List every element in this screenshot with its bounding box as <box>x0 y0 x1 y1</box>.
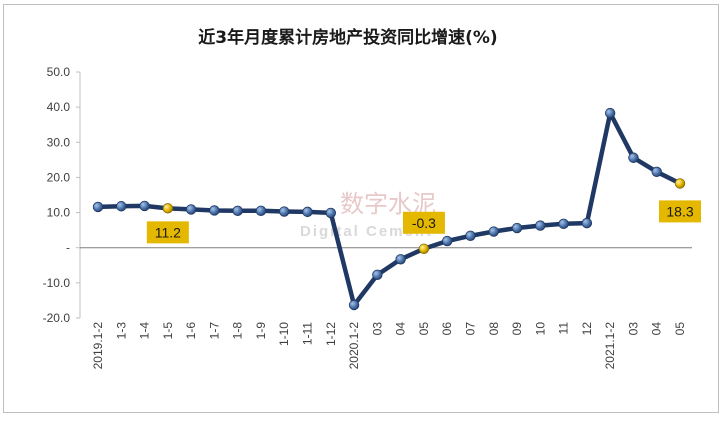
data-point <box>372 269 383 280</box>
x-tick-label: 1-11 <box>301 322 315 345</box>
data-point <box>325 207 337 219</box>
data-point <box>209 205 220 216</box>
x-tick-label: 04 <box>394 322 408 336</box>
data-point <box>185 204 197 215</box>
x-tick-label: 1-9 <box>254 322 268 340</box>
highlighted-data-point <box>162 203 174 214</box>
x-tick-label: 1-5 <box>161 322 175 340</box>
data-point <box>558 218 569 230</box>
x-tick-label: 1-4 <box>138 322 152 340</box>
x-tick-label: 05 <box>673 322 687 336</box>
y-tick-label: - <box>66 241 70 255</box>
x-tick-label: 10 <box>533 322 547 336</box>
x-tick-label: 06 <box>440 322 454 336</box>
x-tick-label: 1-8 <box>231 322 245 340</box>
x-tick-label: 05 <box>417 322 431 336</box>
highlighted-data-point <box>418 243 430 254</box>
data-label: -0.3 <box>412 215 436 231</box>
data-point <box>488 226 499 237</box>
data-point <box>139 200 150 212</box>
data-point <box>442 235 453 247</box>
data-point <box>92 201 104 213</box>
x-tick-label: 12 <box>580 322 594 336</box>
data-point <box>116 201 127 212</box>
x-tick-label: 11 <box>557 322 571 335</box>
x-tick-label: 03 <box>370 322 384 336</box>
data-label-box <box>146 221 189 244</box>
data-point <box>628 152 639 163</box>
y-tick-label: 20.0 <box>47 170 71 184</box>
x-tick-label: 1-6 <box>184 322 198 340</box>
data-point <box>232 205 243 217</box>
data-point <box>581 217 593 229</box>
data-point <box>255 205 267 217</box>
highlighted-data-point <box>674 178 686 189</box>
x-tick-label: 2021.1-2 <box>603 322 617 370</box>
data-labels: 11.2 -0.3 18.3 <box>146 200 701 244</box>
data-label: 18.3 <box>666 203 693 219</box>
data-point <box>348 299 360 311</box>
x-tick-label: 03 <box>626 322 640 336</box>
y-tick-label: 50.0 <box>47 65 71 79</box>
data-point <box>651 166 662 178</box>
y-tick-label: 10.0 <box>47 206 71 220</box>
x-tick-label: 09 <box>510 322 524 336</box>
data-point <box>395 254 406 265</box>
data-label: 11.2 <box>155 224 181 240</box>
y-tick-label: 30.0 <box>47 135 71 149</box>
data-point <box>279 206 290 217</box>
y-tick-label: 40.0 <box>47 100 71 114</box>
data-label-box <box>402 211 445 234</box>
data-point <box>535 220 546 231</box>
data-label-box <box>659 200 701 223</box>
x-tick-label: 1-7 <box>207 322 221 340</box>
x-tick-label: 08 <box>487 322 501 336</box>
x-tick-label: 1-10 <box>277 322 291 346</box>
data-point <box>465 230 476 241</box>
x-tick-label: 04 <box>650 322 664 336</box>
chart-title: 近3年月度累计房地产投资同比增速(%) <box>198 27 497 48</box>
series-markers <box>92 107 686 311</box>
y-tick-label: -20.0 <box>43 311 71 325</box>
x-tick-label: 1-3 <box>114 322 128 340</box>
data-point <box>302 206 313 218</box>
x-tick-label: 1-12 <box>324 322 338 346</box>
x-tick-label: 07 <box>463 322 477 336</box>
x-tick-label: 2020.1-2 <box>347 322 361 370</box>
data-point <box>511 222 523 234</box>
x-tick-label: 2019.1-2 <box>91 322 105 370</box>
data-point <box>604 107 616 119</box>
y-tick-label: -10.0 <box>43 276 71 290</box>
